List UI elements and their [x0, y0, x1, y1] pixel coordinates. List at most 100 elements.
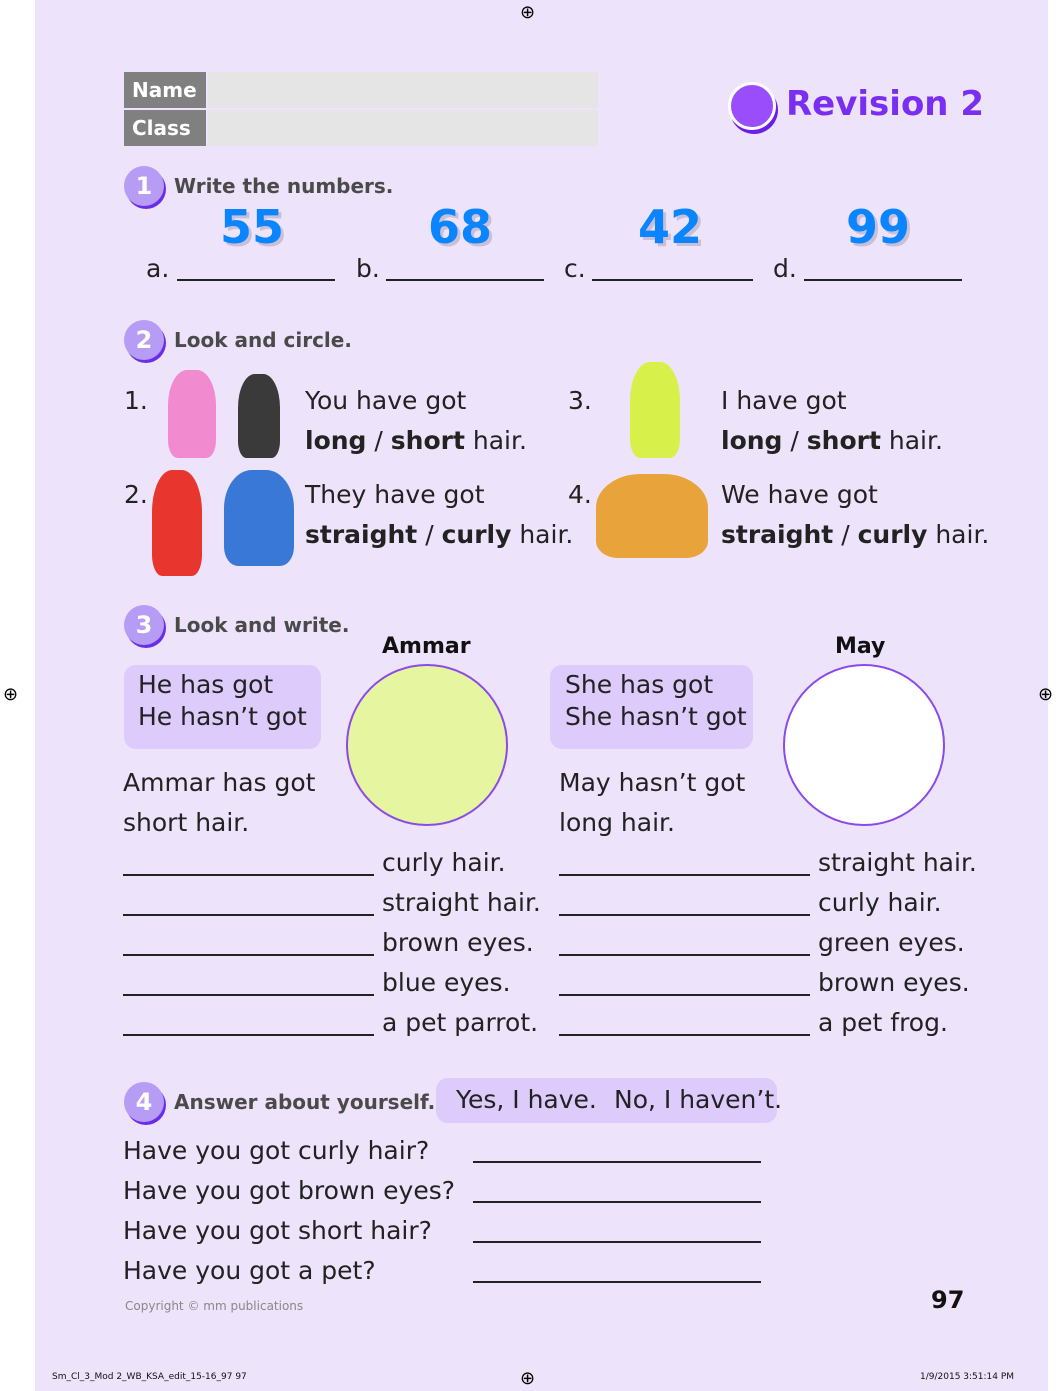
- option-straight[interactable]: straight: [305, 520, 418, 549]
- registration-mark-icon: ⊕: [3, 684, 19, 705]
- item-letter: a.: [146, 254, 170, 283]
- answer-line[interactable]: [473, 1241, 761, 1243]
- item-letter: c.: [564, 254, 586, 283]
- exercise-instruction: Look and write.: [174, 613, 350, 637]
- exercise-number: 1: [124, 166, 164, 206]
- option-long[interactable]: long: [305, 426, 367, 455]
- answer-line[interactable]: [177, 279, 335, 281]
- answer-line[interactable]: [386, 279, 544, 281]
- name-field[interactable]: [208, 72, 598, 108]
- question: Have you got curly hair?: [123, 1136, 430, 1165]
- item-number: 4.: [568, 480, 592, 509]
- option-short[interactable]: short: [806, 426, 881, 455]
- line-ending: blue eyes.: [382, 968, 511, 997]
- phrase-box: He has got He hasn’t got: [124, 665, 321, 749]
- sentence: You have got: [305, 386, 467, 415]
- item-letter: b.: [356, 254, 380, 283]
- answer-line[interactable]: [123, 874, 374, 876]
- boy-short-hair-illustration: [630, 362, 680, 458]
- girl-illustration: [238, 374, 280, 458]
- separator: /: [417, 520, 442, 549]
- line-ending: brown eyes.: [818, 968, 970, 997]
- item-letter: d.: [773, 254, 797, 283]
- line-ending: curly hair.: [382, 848, 506, 877]
- revision-badge-icon: [728, 82, 776, 130]
- exercise-number: 3: [124, 605, 164, 645]
- copyright: Copyright © mm publications: [125, 1299, 304, 1313]
- option-long[interactable]: long: [721, 426, 783, 455]
- answer-line[interactable]: [123, 914, 374, 916]
- phrase: She has got: [565, 670, 714, 699]
- answer-line[interactable]: [559, 954, 810, 956]
- phrase: She hasn’t got: [565, 702, 747, 731]
- line-ending: a pet parrot.: [382, 1008, 539, 1037]
- may-illustration: [783, 664, 945, 826]
- separator: /: [366, 426, 391, 455]
- item-number: 3.: [568, 386, 592, 415]
- answer-line[interactable]: [559, 994, 810, 996]
- sentence-end: hair.: [511, 520, 574, 549]
- exercise-instruction: Look and circle.: [174, 328, 352, 352]
- page-title: Revision 2: [786, 84, 985, 124]
- option-no: No, I haven’t.: [614, 1085, 783, 1114]
- page-number: 97: [931, 1286, 965, 1314]
- sentence: They have got: [305, 480, 485, 509]
- sentence-end: hair.: [880, 426, 943, 455]
- file-slug: Sm_Cl_3_Mod 2_WB_KSA_edit_15-16_97 97: [52, 1372, 247, 1382]
- example-text: May hasn’t got: [559, 768, 746, 797]
- phrase-box: She has got She hasn’t got: [550, 665, 753, 749]
- line-ending: brown eyes.: [382, 928, 534, 957]
- line-ending: straight hair.: [818, 848, 977, 877]
- girl-long-hair-illustration: [168, 370, 216, 458]
- answer-line[interactable]: [804, 279, 962, 281]
- answer-line[interactable]: [473, 1281, 761, 1283]
- answer-line[interactable]: [123, 954, 374, 956]
- line-ending: green eyes.: [818, 928, 965, 957]
- option-yes: Yes, I have.: [456, 1085, 597, 1114]
- sentence: We have got: [721, 480, 878, 509]
- registration-mark-icon: ⊕: [520, 2, 536, 23]
- exercise-number: 4: [124, 1082, 164, 1122]
- line-ending: a pet frog.: [818, 1008, 948, 1037]
- question: Have you got a pet?: [123, 1256, 376, 1285]
- phrase: He has got: [138, 670, 274, 699]
- answer-line[interactable]: [559, 914, 810, 916]
- answer-line[interactable]: [559, 1034, 810, 1036]
- answer-line[interactable]: [473, 1201, 761, 1203]
- print-date: 1/9/2015 3:51:14 PM: [920, 1372, 1015, 1382]
- answer-line[interactable]: [592, 279, 753, 281]
- item-number: 1.: [124, 386, 148, 415]
- option-short[interactable]: short: [390, 426, 465, 455]
- separator: /: [782, 426, 807, 455]
- answer-line[interactable]: [559, 874, 810, 876]
- separator: /: [833, 520, 858, 549]
- boy-illustration: [152, 470, 202, 576]
- number-d: 99: [846, 200, 911, 254]
- option-straight[interactable]: straight: [721, 520, 834, 549]
- class-field[interactable]: [208, 110, 598, 146]
- option-curly[interactable]: curly: [857, 520, 928, 549]
- example-text: long hair.: [559, 808, 675, 837]
- exercise-number: 2: [124, 320, 164, 360]
- class-label: Class: [124, 110, 206, 146]
- number-b: 68: [428, 200, 493, 254]
- answer-line[interactable]: [123, 1034, 374, 1036]
- line-ending: straight hair.: [382, 888, 541, 917]
- question: Have you got short hair?: [123, 1216, 432, 1245]
- sentence-end: hair.: [464, 426, 527, 455]
- registration-mark-icon: ⊕: [520, 1368, 536, 1389]
- answer-line[interactable]: [473, 1161, 761, 1163]
- exercise-instruction: Answer about yourself.: [174, 1090, 436, 1114]
- example-text: Ammar has got: [123, 768, 316, 797]
- phrase: He hasn’t got: [138, 702, 307, 731]
- ammar-illustration: [346, 664, 508, 826]
- boys-illustration: [224, 470, 294, 566]
- number-c: 42: [638, 200, 703, 254]
- answer-line[interactable]: [123, 994, 374, 996]
- option-curly[interactable]: curly: [441, 520, 512, 549]
- line-ending: curly hair.: [818, 888, 942, 917]
- girls-curly-hair-illustration: [596, 474, 708, 558]
- item-number: 2.: [124, 480, 148, 509]
- question: Have you got brown eyes?: [123, 1176, 456, 1205]
- character-name: Ammar: [382, 634, 471, 659]
